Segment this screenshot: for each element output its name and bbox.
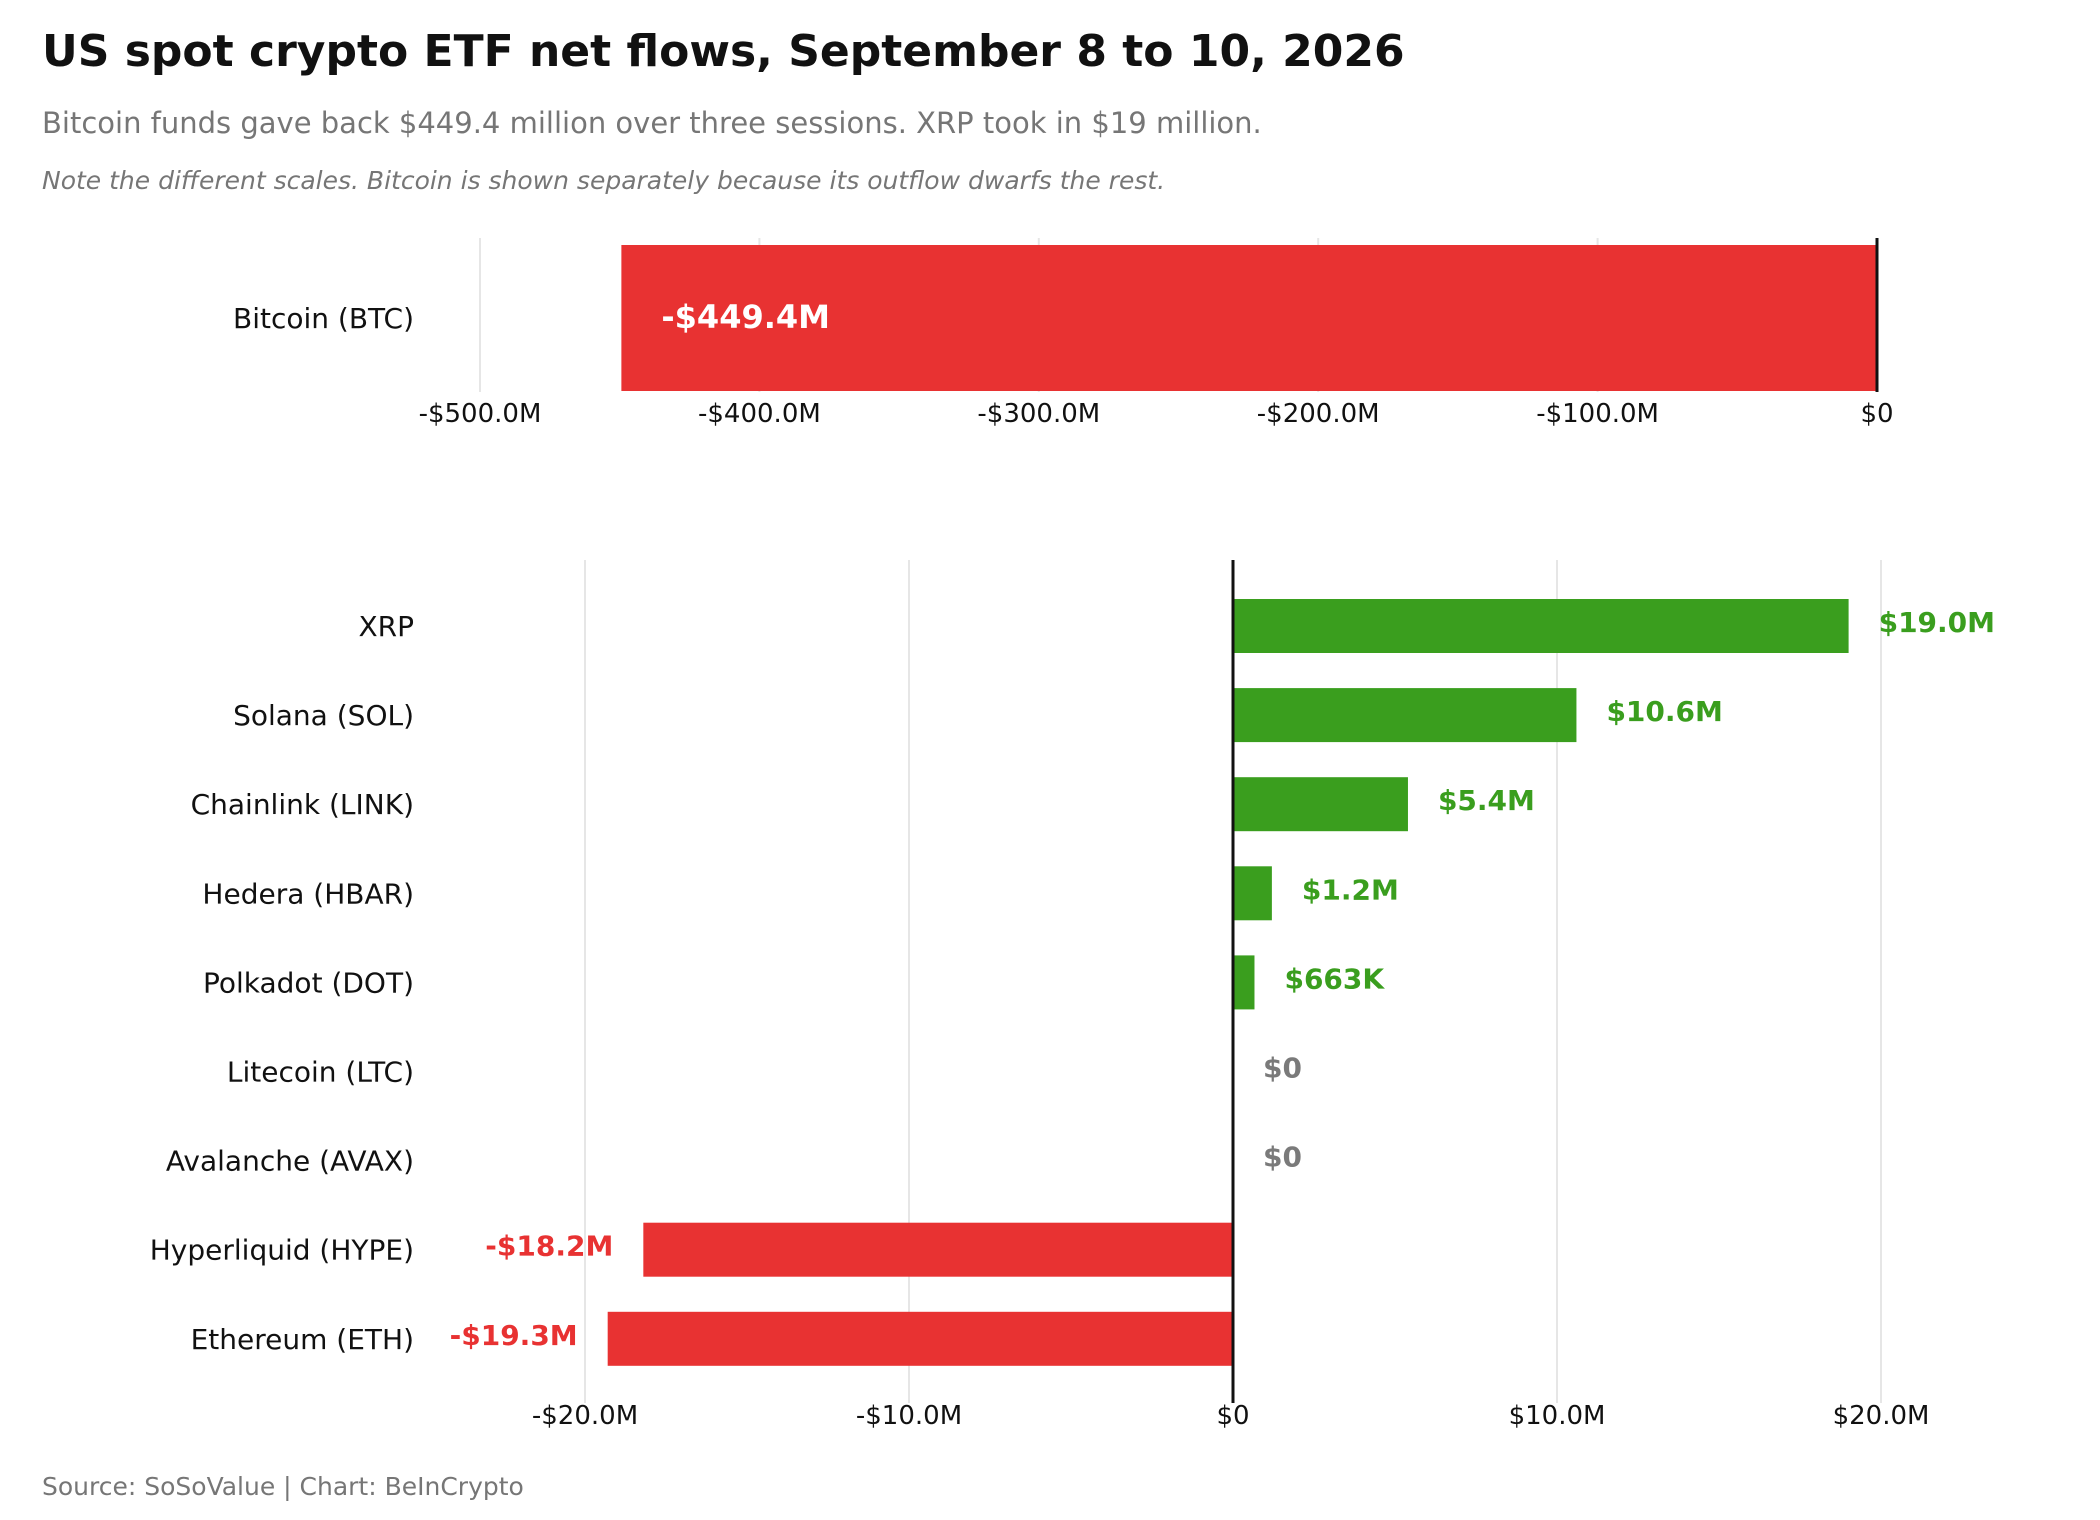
bar-xrp: [1233, 599, 1849, 653]
category-label-xrp: XRP: [358, 610, 414, 643]
x-tick-label: -$500.0M: [419, 399, 542, 429]
category-label-litecoin-ltc: Litecoin (LTC): [227, 1056, 414, 1089]
category-label-ethereum-eth: Ethereum (ETH): [191, 1323, 414, 1356]
x-tick-label: $0: [1860, 399, 1893, 429]
x-tick-label: -$200.0M: [1257, 399, 1380, 429]
value-label-bitcoin-btc: -$449.4M: [661, 298, 830, 336]
bar-ethereum-eth: [607, 1311, 1233, 1366]
category-label-avalanche-avax: Avalanche (AVAX): [166, 1145, 414, 1178]
x-tick-label: $0: [1216, 1401, 1249, 1431]
category-label-chainlink-link: Chainlink (LINK): [191, 788, 414, 821]
category-label-polkadot-dot: Polkadot (DOT): [203, 966, 414, 999]
bar-polkadot-dot: [1233, 955, 1255, 1010]
bar-hyperliquid-hype: [643, 1222, 1233, 1277]
bar-chainlink-link: [1233, 777, 1408, 832]
value-label-hyperliquid-hype: -$18.2M: [485, 1230, 613, 1263]
x-tick-label: -$100.0M: [1536, 399, 1659, 429]
value-label-solana-sol: $10.6M: [1606, 695, 1722, 728]
value-label-litecoin-ltc: $0: [1263, 1052, 1302, 1085]
category-label-hedera-hbar: Hedera (HBAR): [202, 877, 414, 910]
value-label-polkadot-dot: $663K: [1284, 962, 1385, 995]
bar-bitcoin-btc: [621, 245, 1877, 391]
source-credit: Source: SoSoValue | Chart: BeInCrypto: [42, 1472, 524, 1501]
category-label-hyperliquid-hype: Hyperliquid (HYPE): [150, 1234, 414, 1267]
value-label-ethereum-eth: -$19.3M: [450, 1319, 578, 1352]
chart-title: US spot crypto ETF net flows, September …: [42, 26, 1405, 77]
x-tick-label: -$300.0M: [977, 399, 1100, 429]
x-tick-label: $20.0M: [1833, 1401, 1930, 1431]
bar-solana-sol: [1233, 688, 1577, 743]
x-tick-label: -$20.0M: [532, 1401, 638, 1431]
value-label-xrp: $19.0M: [1879, 606, 1995, 639]
value-label-chainlink-link: $5.4M: [1438, 784, 1535, 817]
value-label-hedera-hbar: $1.2M: [1302, 873, 1399, 906]
bar-hedera-hbar: [1233, 866, 1272, 921]
scale-note: Note the different scales. Bitcoin is sh…: [42, 166, 1166, 195]
category-label-bitcoin-btc: Bitcoin (BTC): [233, 302, 414, 335]
value-label-avalanche-avax: $0: [1263, 1141, 1302, 1174]
x-tick-label: -$400.0M: [698, 399, 821, 429]
chart-subtitle: Bitcoin funds gave back $449.4 million o…: [42, 106, 1262, 140]
category-label-solana-sol: Solana (SOL): [233, 699, 414, 732]
x-tick-label: -$10.0M: [856, 1401, 962, 1431]
x-tick-label: $10.0M: [1509, 1401, 1606, 1431]
